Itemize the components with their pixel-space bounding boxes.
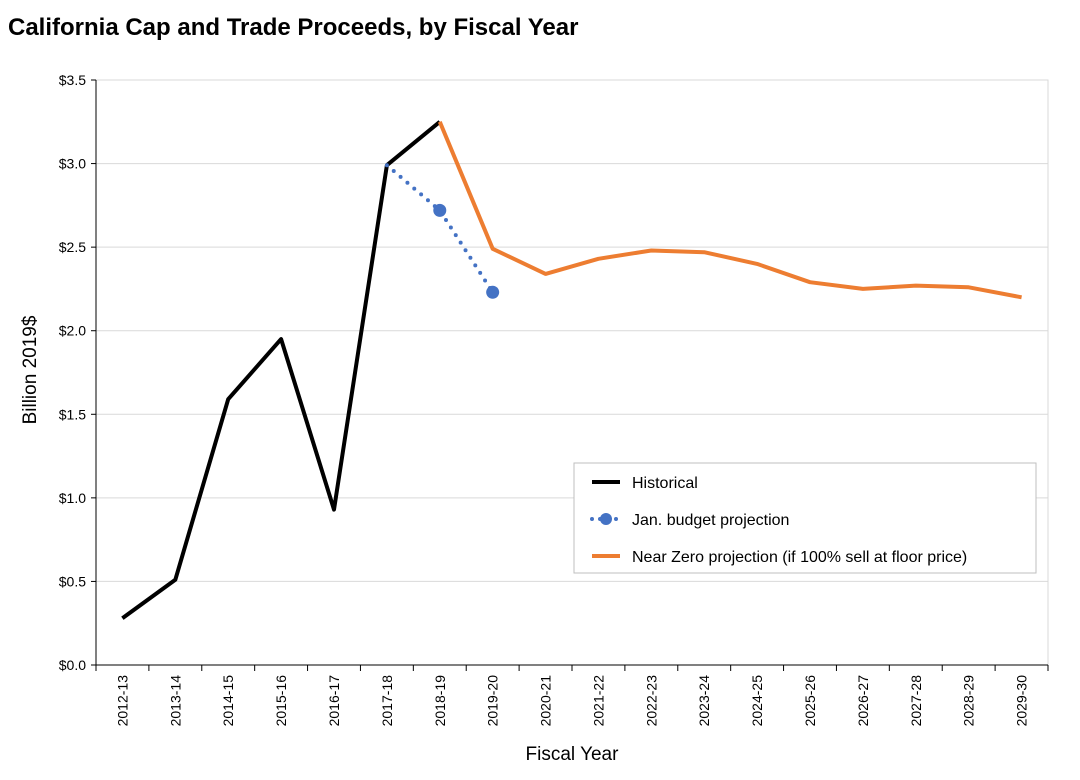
- y-tick-label: $2.0: [59, 323, 86, 339]
- x-tick-label: 2012-13: [114, 675, 130, 727]
- x-tick-label: 2025-26: [802, 675, 818, 727]
- x-tick-label: 2021-22: [590, 675, 606, 727]
- data-point-jan-budget-projection: [433, 203, 447, 217]
- y-tick-label: $1.5: [59, 406, 86, 422]
- y-tick-label: $0.0: [59, 657, 86, 673]
- x-tick-label: 2020-21: [538, 675, 554, 727]
- x-tick-label: 2018-19: [432, 675, 448, 727]
- legend-label: Jan. budget projection: [632, 512, 789, 529]
- axes: [95, 79, 1049, 666]
- x-tick-label: 2014-15: [220, 675, 236, 727]
- x-tick-label: 2013-14: [167, 675, 183, 727]
- x-tick-label: 2016-17: [326, 675, 342, 727]
- legend: Historical Jan. budget projection Near Zer…: [573, 462, 1037, 574]
- x-tick-label: 2017-18: [379, 675, 395, 727]
- y-tick-label: $2.5: [59, 239, 86, 255]
- x-tick-label: 2015-16: [273, 675, 289, 727]
- series-line-near-zero-projection-if-100-sell-at-floor-price: [437, 121, 1022, 300]
- x-tick-label: 2023-24: [696, 675, 712, 727]
- x-tick-label: 2027-28: [908, 675, 924, 727]
- data-point-jan-budget-projection: [486, 285, 500, 299]
- y-tick-label: $0.5: [59, 573, 86, 589]
- series-layer: [121, 120, 1022, 620]
- x-tick-label: 2028-29: [961, 675, 977, 727]
- y-axis-label: Billion 2019$: [20, 315, 41, 424]
- y-tick-label: $1.0: [59, 490, 86, 506]
- chart-title: California Cap and Trade Proceeds, by Fi…: [8, 14, 579, 41]
- x-tick-label: 2029-30: [1014, 675, 1030, 727]
- x-tick-label: 2022-23: [643, 675, 659, 727]
- y-axis-ticks: $0.0 $0.5 $1.0 $1.5 $2.0 $2.5 $3.0 $3.5: [59, 72, 96, 673]
- series-line-jan-budget-projection: [384, 163, 495, 295]
- x-tick-label: 2019-20: [485, 675, 501, 727]
- x-tick-label: 2026-27: [855, 675, 871, 727]
- legend-label: Historical: [632, 475, 698, 492]
- x-tick-label: 2024-25: [749, 675, 765, 727]
- plot-area-border: [95, 79, 1049, 666]
- legend-label: Near Zero projection (if 100% sell at fl…: [632, 549, 967, 566]
- series-line-historical: [121, 120, 442, 620]
- y-tick-label: $3.0: [59, 156, 86, 172]
- y-tick-label: $3.5: [59, 72, 86, 88]
- legend-marker: [600, 513, 612, 525]
- x-axis-ticks: 2012-13 2013-14 2014-15 2015-16 2016-17 2017-…: [95, 665, 1049, 727]
- x-axis-label: Fiscal Year: [526, 744, 620, 765]
- legend-box: [573, 462, 1037, 574]
